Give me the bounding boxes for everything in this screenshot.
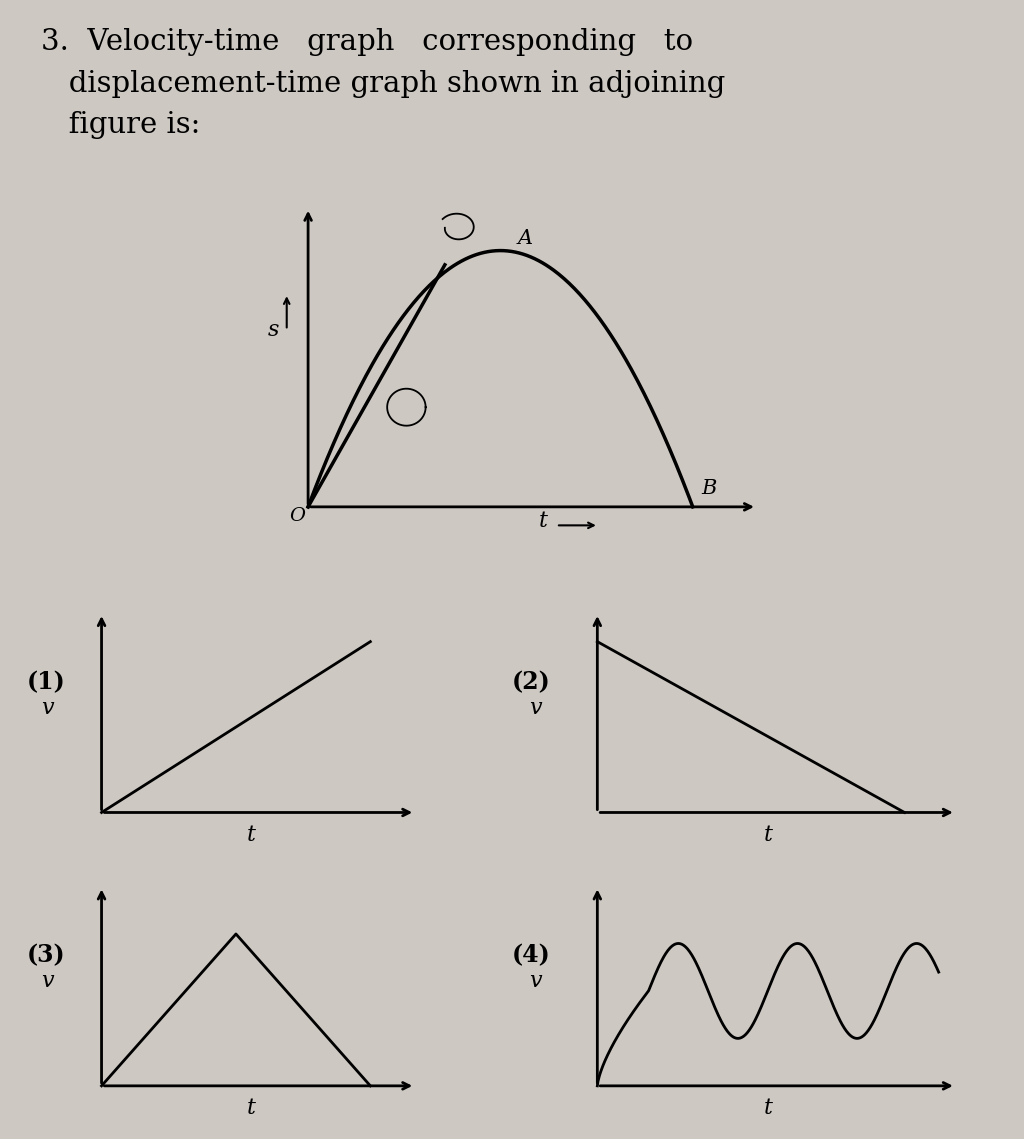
Text: s: s [268,319,280,341]
Text: t: t [539,510,548,532]
Text: v: v [529,697,542,719]
Text: A: A [517,229,532,247]
Text: B: B [701,480,717,498]
Text: (3): (3) [27,943,66,967]
Text: O: O [289,507,305,525]
Text: v: v [42,970,54,992]
Text: t: t [764,1097,772,1120]
Text: (2): (2) [512,670,551,694]
Text: (4): (4) [512,943,551,967]
Text: 3.  Velocity-time   graph   corresponding   to
   displacement-time graph shown : 3. Velocity-time graph corresponding to … [41,28,725,139]
Text: t: t [247,1097,255,1120]
Text: t: t [764,823,772,846]
Text: v: v [529,970,542,992]
Text: v: v [42,697,54,719]
Text: t: t [247,823,255,846]
Text: (1): (1) [27,670,66,694]
